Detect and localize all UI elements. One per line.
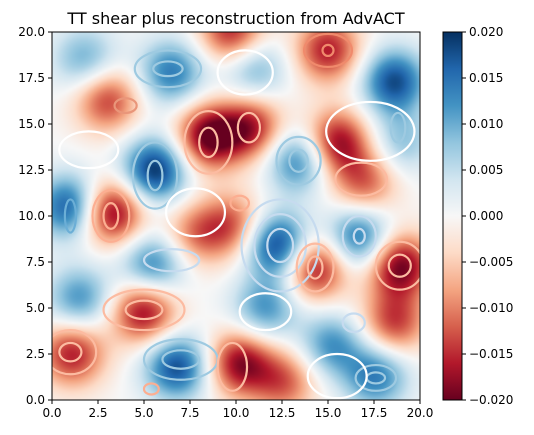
x-tick-label: 12.5 <box>269 406 296 420</box>
x-tick-label: 5.0 <box>134 406 153 420</box>
colorbar-ticks: 0.020 0.015 0.010 0.005 0.000 −0.005 −0.010 −0.… <box>462 25 513 407</box>
heatmap-area <box>52 32 420 400</box>
contour-line <box>183 110 234 175</box>
y-tick-label: 2.5 <box>26 347 45 361</box>
y-tick-label: 12.5 <box>18 163 45 177</box>
contour-line <box>152 60 184 78</box>
x-tick-label: 15.0 <box>315 406 342 420</box>
contour-line <box>341 312 366 334</box>
contour-line <box>306 255 324 280</box>
colorbar-tick-label: −0.015 <box>469 347 513 361</box>
contour-line <box>164 187 227 238</box>
contour-line <box>306 352 368 400</box>
x-tick-label: 20.0 <box>407 406 434 420</box>
contour-line <box>91 189 131 243</box>
contour-line <box>216 49 274 96</box>
chart-title: TT shear plus reconstruction from AdvACT <box>66 9 404 28</box>
x-tick-label: 17.5 <box>361 406 388 420</box>
contour-line <box>266 227 295 264</box>
y-tick-label: 10.0 <box>18 209 45 223</box>
contour-line <box>216 341 249 392</box>
x-tick-label: 0.0 <box>42 406 61 420</box>
contour-line <box>275 135 322 186</box>
contour-line <box>238 292 293 332</box>
contour-line <box>161 349 201 370</box>
contour-line <box>52 328 98 376</box>
colorbar: 0.020 0.015 0.010 0.005 0.000 −0.005 −0.010 −0.… <box>442 25 513 407</box>
colorbar-tick-label: −0.020 <box>469 393 513 407</box>
colorbar-tick-label: −0.010 <box>469 301 513 315</box>
colorbar-tick-label: 0.015 <box>469 71 503 85</box>
contour-line <box>354 363 398 392</box>
contour-line <box>374 240 420 291</box>
contour-line <box>131 141 179 210</box>
colorbar-tick-label: 0.000 <box>469 209 503 223</box>
colorbar-tick-label: −0.005 <box>469 255 513 269</box>
contour-line <box>63 198 78 234</box>
y-tick-label: 17.5 <box>18 71 45 85</box>
contour-line <box>334 161 388 197</box>
contour-line <box>295 242 335 293</box>
y-axis: 0.0 2.5 5.0 7.5 10.0 12.5 15.0 17.5 20.0 <box>18 25 52 407</box>
colorbar-tick-label: 0.010 <box>469 117 503 131</box>
contour-line <box>387 253 412 278</box>
y-tick-label: 5.0 <box>26 301 45 315</box>
contour-line <box>321 43 335 58</box>
x-tick-label: 2.5 <box>88 406 107 420</box>
colorbar-tick-label: 0.005 <box>469 163 503 177</box>
contour-line <box>124 299 164 321</box>
contour-line <box>389 111 407 144</box>
contour-line <box>142 248 201 273</box>
contour-line <box>58 130 120 170</box>
y-tick-label: 7.5 <box>26 255 45 269</box>
y-tick-label: 0.0 <box>26 393 45 407</box>
contour-line <box>229 194 250 212</box>
contour-line <box>102 288 186 332</box>
contour-overlay <box>52 32 420 400</box>
contour-line <box>236 111 262 144</box>
y-tick-label: 15.0 <box>18 117 45 131</box>
colorbar-bar <box>442 31 463 401</box>
contour-line <box>102 202 120 230</box>
contour-line <box>58 341 83 363</box>
contour-line <box>288 148 309 173</box>
contour-line <box>146 159 164 192</box>
contour-line <box>325 100 416 162</box>
contour-line <box>142 382 160 396</box>
y-tick-label: 20.0 <box>18 25 45 39</box>
contour-line <box>240 198 320 293</box>
contour-line <box>198 126 219 159</box>
x-axis: 0.0 2.5 5.0 7.5 10.0 12.5 15.0 17.5 20.0 <box>42 400 433 420</box>
colorbar-tick-label: 0.020 <box>469 25 503 39</box>
contour-line <box>133 49 203 89</box>
contour-line <box>302 32 354 69</box>
contour-line <box>113 97 138 115</box>
x-tick-label: 10.0 <box>223 406 250 420</box>
contour-line <box>341 214 377 258</box>
contour-line <box>352 227 366 245</box>
x-tick-label: 7.5 <box>180 406 199 420</box>
